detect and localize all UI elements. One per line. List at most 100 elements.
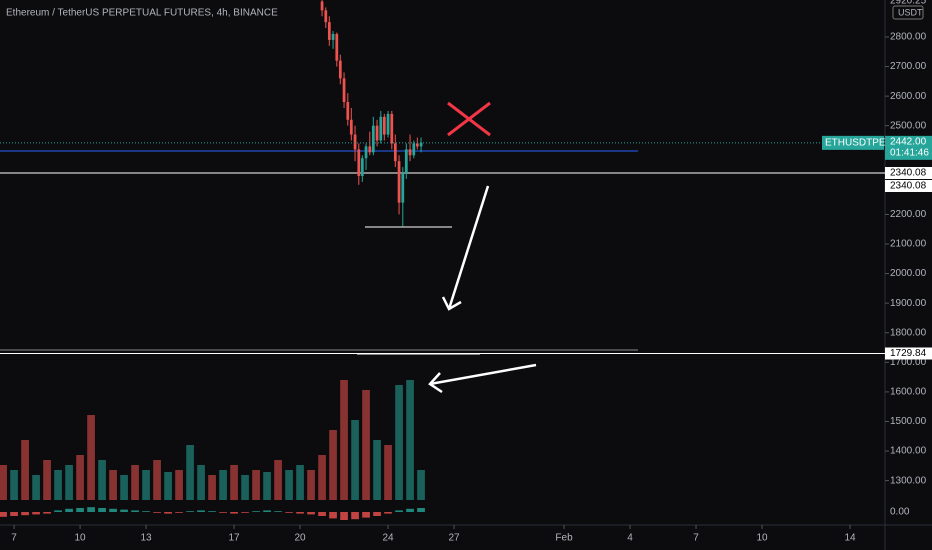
y-tick-label: 1800.00 [890, 327, 927, 338]
volume-bar [87, 415, 95, 500]
candle-body [375, 125, 379, 141]
volume-bar [21, 440, 29, 500]
y-tick-label: 1400.00 [890, 446, 927, 457]
volume-bar [318, 455, 326, 500]
top-price-label: 2920.25 [890, 0, 927, 7]
candle-body [382, 116, 386, 135]
volume-bar [219, 470, 227, 500]
volume-bar [10, 470, 18, 500]
y-tick-label: 1700.00 [890, 357, 927, 368]
volume-bar [142, 470, 150, 500]
candle-body [327, 22, 331, 40]
price-tag [885, 167, 932, 180]
macd-bar [65, 508, 73, 512]
candle-body [357, 149, 361, 176]
x-tick-label: 17 [229, 533, 241, 544]
x-tick-label: 7 [11, 533, 17, 544]
y-tick-label: 1600.00 [890, 387, 927, 398]
last-price-label: 2442.00 [890, 136, 927, 147]
price-tag-label: 1729.84 [890, 348, 927, 359]
macd-bar [186, 511, 194, 512]
volume-bar [98, 460, 106, 500]
macd-bar [120, 509, 128, 512]
candle-body [349, 119, 353, 135]
symbol-tag [822, 135, 884, 150]
macd-bar [142, 511, 150, 512]
x-tick-label: 7 [693, 533, 699, 544]
candle-body [419, 142, 423, 147]
macd-bar [362, 512, 370, 518]
y-tick-label: 2600.00 [890, 91, 927, 102]
symbol-tag-label: ETHUSDTPERP [825, 137, 900, 148]
volume-bar [208, 475, 216, 500]
macd-bar [296, 512, 304, 514]
macd-bar [208, 511, 216, 512]
x-tick-label: Feb [555, 533, 573, 544]
macd-bar [32, 512, 40, 515]
candle-body [360, 158, 364, 176]
y-tick-label: 2800.00 [890, 32, 927, 43]
candle-body [408, 149, 412, 156]
x-tick-label: 13 [141, 533, 153, 544]
macd-bar [329, 512, 337, 519]
volume-bar [65, 465, 73, 500]
macd-bar [351, 512, 359, 520]
volume-bar [406, 380, 414, 500]
volume-bar [296, 465, 304, 500]
volume-bar [0, 465, 7, 500]
macd-bar [10, 512, 18, 516]
volume-bar [32, 475, 40, 500]
volume-bar [274, 460, 282, 500]
y-tick-label: 1900.00 [890, 298, 927, 309]
y-tick-label: 1300.00 [890, 475, 927, 486]
x-tick-label: 4 [627, 533, 633, 544]
price-tag-label: 2340.08 [890, 168, 927, 179]
y-tick-label: 2000.00 [890, 268, 927, 279]
volume-bar [417, 470, 425, 500]
macd-bar [384, 512, 392, 514]
y-tick-label: 2500.00 [890, 120, 927, 131]
macd-bar [307, 512, 315, 515]
candle-body [342, 78, 346, 103]
candle-body [371, 125, 375, 153]
macd-bar [285, 512, 293, 513]
price-tag [885, 135, 932, 160]
macd-bar [406, 508, 414, 512]
volume-bar [384, 445, 392, 500]
y-tick-label: 2700.00 [890, 61, 927, 72]
candle-body [331, 34, 335, 40]
macd-bar [87, 507, 95, 512]
candle-body [324, 10, 328, 23]
candle-body [368, 146, 372, 153]
macd-bar [153, 512, 161, 513]
currency-label: USDT [898, 7, 923, 17]
candle-body [346, 102, 350, 120]
volume-bar [54, 470, 62, 500]
candle-body [379, 116, 383, 141]
countdown-label: 01:41:46 [890, 147, 929, 158]
x-tick-label: 20 [294, 533, 306, 544]
volume-bar [131, 465, 139, 500]
volume-bar [230, 465, 238, 500]
volume-bar [76, 455, 84, 500]
candle-body [320, 1, 324, 11]
price-tag [885, 347, 932, 360]
macd-bar [109, 508, 117, 512]
volume-bar [263, 472, 271, 500]
macd-bar [373, 512, 381, 516]
macd-bar [43, 512, 51, 514]
volume-bar [109, 470, 117, 500]
x-tick-label: 27 [448, 533, 460, 544]
macd-bar [98, 508, 106, 512]
macd-bar [252, 511, 260, 512]
volume-bar [197, 465, 205, 500]
volume-bar [285, 470, 293, 500]
macd-bar [54, 510, 62, 512]
arrows [428, 185, 537, 394]
y-tick-label: 2100.00 [890, 239, 927, 250]
macd-bar [395, 510, 403, 512]
macd-bar [219, 512, 227, 513]
volume-bar [362, 390, 370, 500]
